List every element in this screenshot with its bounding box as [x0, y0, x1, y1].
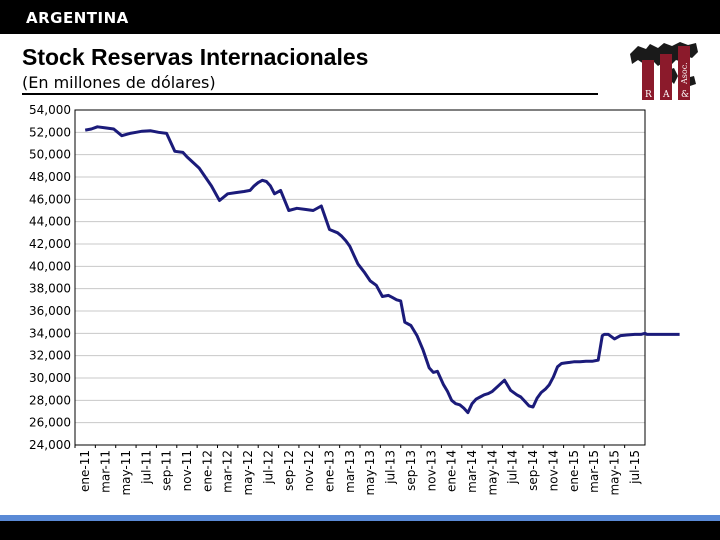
- x-tick-label: sep-14: [526, 450, 540, 491]
- x-tick-label: sep-11: [160, 450, 174, 491]
- y-tick-label: 24,000: [29, 438, 71, 452]
- x-tick-label: jul-12: [261, 450, 275, 485]
- logo-letter-a: A: [662, 90, 670, 100]
- y-tick-label: 48,000: [29, 170, 71, 184]
- x-tick-label: ene-12: [200, 450, 214, 492]
- x-tick-label: jul-14: [506, 450, 520, 485]
- y-tick-label: 40,000: [29, 259, 71, 273]
- footer-stripe: [0, 515, 720, 521]
- x-tick-label: mar-12: [221, 450, 235, 493]
- y-tick-label: 44,000: [29, 215, 71, 229]
- logo-asoc: Asoc.: [680, 62, 689, 85]
- logo-letter-r: R: [645, 90, 652, 100]
- y-tick-label: 54,000: [29, 103, 71, 117]
- x-tick-label: nov-13: [424, 450, 438, 491]
- x-tick-label: may-15: [607, 450, 621, 496]
- x-tick-label: nov-11: [180, 450, 194, 491]
- y-tick-label: 30,000: [29, 371, 71, 385]
- y-tick-label: 46,000: [29, 192, 71, 206]
- y-tick-label: 28,000: [29, 393, 71, 407]
- y-tick-label: 36,000: [29, 304, 71, 318]
- y-tick-label: 38,000: [29, 282, 71, 296]
- x-tick-label: ene-13: [322, 450, 336, 492]
- x-tick-label: nov-14: [546, 450, 560, 491]
- x-tick-label: may-12: [241, 450, 255, 496]
- logo-bar-asoc: [678, 46, 690, 100]
- x-tick-label: jul-15: [628, 450, 642, 485]
- title-rule: [22, 93, 598, 95]
- y-tick-label: 32,000: [29, 349, 71, 363]
- y-tick-label: 42,000: [29, 237, 71, 251]
- x-tick-label: mar-15: [587, 450, 601, 493]
- x-tick-label: nov-12: [302, 450, 316, 491]
- x-tick-label: ene-14: [445, 450, 459, 492]
- logo-bar-a: [660, 54, 672, 100]
- logo-bar-r: [642, 60, 654, 100]
- x-tick-label: ene-15: [567, 450, 581, 492]
- y-tick-label: 26,000: [29, 416, 71, 430]
- plot-area-border: [74, 109, 646, 446]
- chart-title: Stock Reservas Internacionales: [22, 44, 369, 70]
- header-bar: ARGENTINA: [0, 0, 720, 34]
- y-tick-label: 34,000: [29, 326, 71, 340]
- company-logo: R A & Asoc.: [630, 42, 698, 100]
- x-tick-label: may-13: [363, 450, 377, 496]
- chart-subtitle: (En millones de dólares): [22, 73, 216, 92]
- x-tick-label: jul-13: [384, 450, 398, 485]
- x-tick-label: may-14: [485, 450, 499, 496]
- x-tick-label: mar-14: [465, 450, 479, 493]
- logo-amp: &: [681, 90, 689, 100]
- x-tick-label: ene-11: [78, 450, 92, 492]
- x-tick-label: jul-11: [139, 450, 153, 485]
- series-line-reservas: [84, 125, 680, 415]
- x-tick-label: mar-11: [99, 450, 113, 493]
- reserves-line-chart: 24,000 26,000 28,000 30,000 32,000 34,000 36,0…: [29, 103, 680, 496]
- x-tick-label: sep-12: [282, 450, 296, 491]
- y-tick-label: 50,000: [29, 148, 71, 162]
- country-title: ARGENTINA: [26, 9, 129, 27]
- footer-bar: [0, 521, 720, 540]
- x-tick-label: sep-13: [404, 450, 418, 491]
- x-tick-label: may-11: [119, 450, 133, 496]
- x-tick-label: mar-13: [343, 450, 357, 493]
- y-tick-label: 52,000: [29, 125, 71, 139]
